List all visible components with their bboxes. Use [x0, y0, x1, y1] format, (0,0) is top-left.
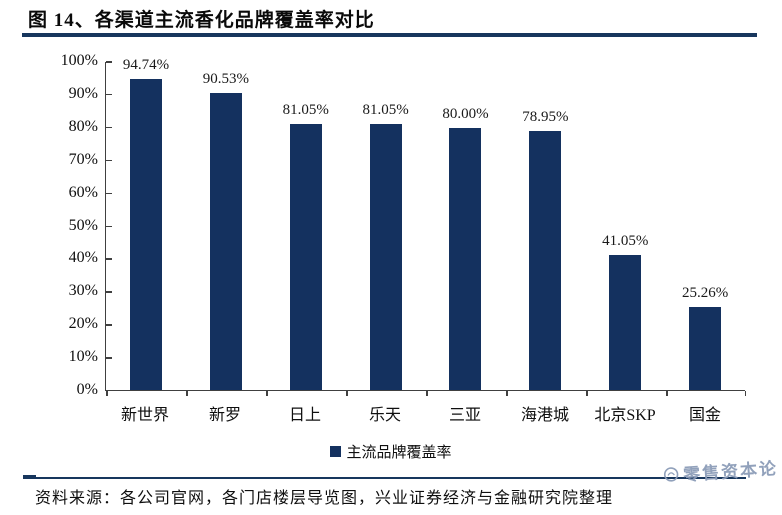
- bar-value-label-1: 90.53%: [202, 71, 249, 88]
- x-tick-mark-0: [106, 391, 108, 396]
- bar-2: [289, 124, 322, 390]
- y-tick-label-8: 80%: [68, 117, 98, 135]
- title-divider: [22, 33, 757, 37]
- watermark-logo-icon: [663, 466, 679, 482]
- y-tick-label-0: 0%: [76, 381, 98, 398]
- y-tick-mark-2: [106, 324, 112, 326]
- chart-legend: 主流品牌覆盖率: [0, 441, 782, 462]
- y-tick-label-3: 30%: [68, 282, 98, 300]
- bar-value-label-7: 25.26%: [681, 285, 729, 302]
- y-axis-labels: 0% 10% 20% 30% 40% 50% 60% 70% 80% 90% 100%: [30, 52, 98, 398]
- x-tick-label-7: 国金: [688, 407, 721, 424]
- y-tick-label-1: 10%: [68, 348, 98, 366]
- x-tick-label-1: 新罗: [208, 407, 241, 424]
- bar-4: [449, 127, 482, 390]
- bar-value-label-2: 81.05%: [282, 102, 329, 119]
- footer-divider: [23, 477, 746, 479]
- y-tick-mark-1: [106, 357, 112, 359]
- bar-value-label-5: 78.95%: [522, 109, 569, 126]
- bar-6: [609, 255, 642, 390]
- legend-label: 主流品牌覆盖率: [346, 445, 452, 461]
- bar-slot-4: 80.00%: [426, 62, 506, 390]
- bar-slot-3: 81.05%: [346, 62, 426, 390]
- y-tick-label-2: 20%: [68, 315, 98, 333]
- bar-1: [209, 93, 242, 390]
- x-tick-label-2: 日上: [288, 407, 321, 424]
- x-tick-mark-4: [426, 391, 428, 396]
- bar-3: [369, 124, 402, 390]
- x-tick-mark-2: [266, 391, 268, 396]
- y-tick-label-4: 40%: [68, 249, 98, 267]
- bar-value-label-4: 80.00%: [442, 105, 489, 122]
- bar-5: [529, 131, 562, 390]
- y-tick-mark-8: [106, 126, 112, 129]
- x-tick-label-5: 海港城: [520, 407, 569, 424]
- figure-title: 图 14、各渠道主流香化品牌覆盖率对比: [28, 10, 375, 31]
- bar-0: [129, 79, 162, 390]
- legend-square-icon: [330, 446, 342, 457]
- watermark-text: 零售资本论: [682, 459, 779, 485]
- bar-slot-1: 90.53%: [186, 62, 266, 390]
- plot-area: 94.74% 90.53% 81.05% 81.05% 80.00% 78.95% 41.0…: [105, 57, 746, 396]
- y-tick-label-10: 100%: [60, 52, 98, 69]
- y-tick-mark-4: [106, 258, 112, 260]
- y-tick-mark-10: [106, 61, 112, 63]
- x-axis-labels: 新世界 新罗 日上 乐天 三亚 海港城 北京SKP 国金: [105, 401, 745, 425]
- y-tick-mark-6: [106, 192, 112, 195]
- bar-slot-0: 94.74%: [106, 57, 186, 390]
- x-tick-mark-5: [506, 391, 508, 396]
- x-tick-label-4: 三亚: [448, 407, 481, 424]
- bar-slot-2: 81.05%: [266, 62, 346, 390]
- bar-value-label-3: 81.05%: [362, 102, 409, 119]
- bar-value-label-0: 94.74%: [122, 57, 170, 74]
- x-tick-label-3: 乐天: [368, 407, 401, 424]
- y-tick-label-5: 50%: [68, 216, 98, 234]
- y-tick-label-6: 60%: [68, 183, 98, 201]
- x-tick-mark-8: [744, 391, 746, 396]
- x-tick-mark-3: [346, 391, 348, 396]
- y-tick-label-9: 90%: [68, 84, 98, 102]
- y-tick-mark-5: [106, 225, 112, 227]
- y-tick-mark-3: [106, 291, 112, 293]
- bar-slot-5: 78.95%: [505, 62, 585, 390]
- y-tick-label-7: 70%: [68, 150, 98, 168]
- bar-slot-7: 25.26%: [665, 62, 745, 390]
- y-tick-mark-7: [106, 159, 112, 162]
- watermark: 零售资本论: [662, 454, 779, 487]
- source-note: 资料来源：各公司官网，各门店楼层导览图，兴业证券经济与金融研究院整理: [35, 490, 614, 507]
- y-tick-mark-9: [106, 93, 112, 96]
- x-tick-mark-6: [586, 391, 588, 396]
- x-tick-label-6: 北京SKP: [594, 407, 656, 424]
- bar-value-label-6: 41.05%: [602, 233, 649, 250]
- bar-slot-6: 41.05%: [585, 62, 665, 390]
- x-tick-mark-1: [186, 391, 188, 396]
- x-tick-label-0: 新世界: [120, 407, 169, 424]
- x-tick-mark-7: [666, 391, 668, 396]
- bar-7: [689, 307, 722, 390]
